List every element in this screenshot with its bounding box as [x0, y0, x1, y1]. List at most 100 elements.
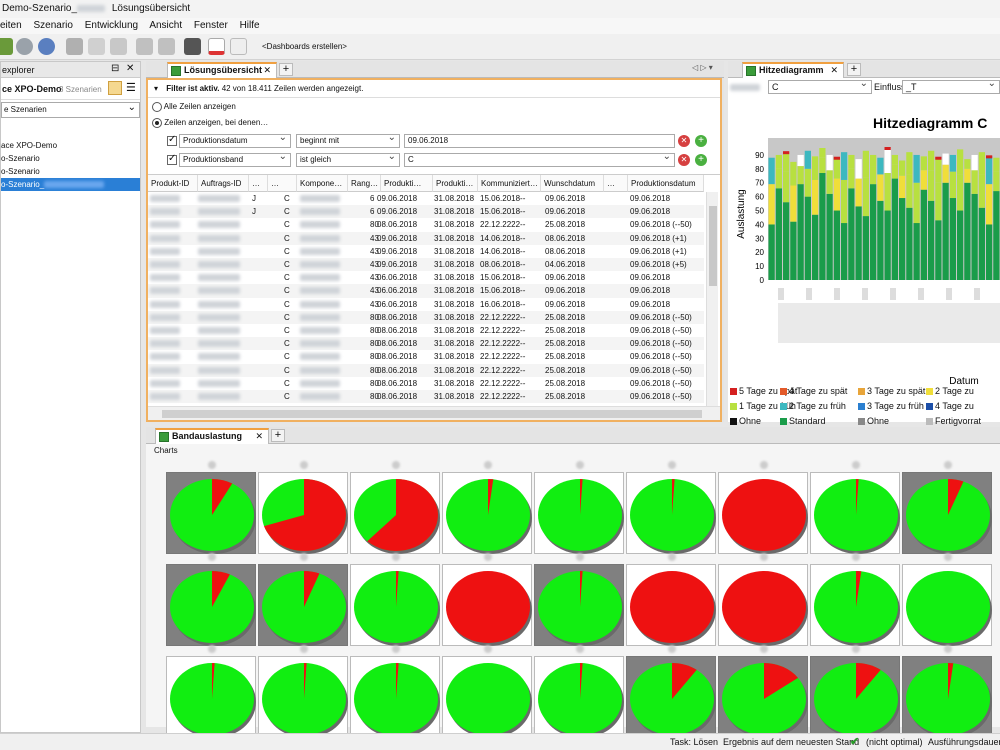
- pie-chart[interactable]: [442, 553, 532, 646]
- column-header[interactable]: Wunschdatum: [541, 175, 604, 192]
- pie-chart[interactable]: [810, 645, 900, 738]
- gear-icon[interactable]: [16, 38, 33, 55]
- pie-chart[interactable]: [258, 645, 348, 738]
- table-scroll-thumb[interactable]: [709, 206, 717, 286]
- pie-chart[interactable]: [534, 553, 624, 646]
- pie-chart[interactable]: [902, 461, 992, 554]
- column-header[interactable]: Produkt-ID: [148, 175, 198, 192]
- table-row[interactable]: C 80 08.06.2018 31.08.2018 22.12.2222-- 25.08…: [148, 377, 704, 390]
- tab-hitzediagramm[interactable]: Hitzediagramm ✕: [742, 62, 844, 78]
- add-tab-button[interactable]: +: [271, 429, 285, 442]
- menu-ansicht[interactable]: Ansicht: [149, 20, 183, 31]
- export-icon[interactable]: [230, 38, 247, 55]
- column-header[interactable]: Produktionsdatum: [628, 175, 704, 192]
- table-row[interactable]: J C 6 09.06.2018 31.08.2018 15.06.2018-- 09.06…: [148, 205, 704, 219]
- run-icon[interactable]: [0, 38, 13, 55]
- add-condition-icon[interactable]: +: [695, 154, 707, 166]
- tab-nav-icon[interactable]: ◁ ▷ ▾: [692, 63, 713, 72]
- pie-chart[interactable]: [442, 645, 532, 738]
- table-row[interactable]: C 80 08.06.2018 31.08.2018 22.12.2222-- 25.08…: [148, 363, 704, 377]
- condition-2-field[interactable]: Produktionsband: [179, 153, 291, 167]
- dashboards-button[interactable]: <Dashboards erstellen>: [262, 42, 347, 51]
- pie-chart[interactable]: [718, 461, 808, 554]
- table-row[interactable]: J C 6 09.06.2018 31.08.2018 15.06.2018-- 09.06…: [148, 192, 704, 205]
- table-row[interactable]: C 80 08.06.2018 31.08.2018 22.12.2222-- 25.08…: [148, 350, 704, 363]
- column-header[interactable]: Kompone…: [297, 175, 348, 192]
- column-header[interactable]: …: [604, 175, 628, 192]
- table-row[interactable]: C 43 09.06.2018 31.08.2018 08.06.2018-- 04.06…: [148, 258, 704, 272]
- filter-header[interactable]: ▾ Filter ist aktiv. 42 von 18.411 Zeilen…: [148, 80, 720, 98]
- pie-chart[interactable]: [902, 645, 992, 738]
- table-row[interactable]: C 80 08.06.2018 31.08.2018 22.12.2222-- 25.08…: [148, 310, 704, 324]
- table-scrollbar[interactable]: [706, 192, 718, 406]
- condition-1-field[interactable]: Produktionsdatum: [179, 134, 291, 148]
- tree-item-scenario-selected[interactable]: o-Szenario_: [1, 178, 140, 191]
- collapse-icon[interactable]: ▾: [154, 84, 159, 93]
- menu-lines-icon[interactable]: ☰: [126, 82, 136, 94]
- radio-filter-icon[interactable]: [152, 118, 162, 128]
- tab-bandauslastung[interactable]: Bandauslastung ✕: [155, 428, 269, 444]
- add-tab-button[interactable]: +: [847, 63, 861, 76]
- condition-1-operator[interactable]: beginnt mit: [296, 134, 400, 148]
- table-row[interactable]: C 43 09.06.2018 31.08.2018 14.06.2018-- 08.06…: [148, 245, 704, 258]
- pie-chart[interactable]: [258, 461, 348, 554]
- menu-hilfe[interactable]: Hilfe: [239, 20, 260, 31]
- table-row[interactable]: C 43 06.06.2018 31.08.2018 16.06.2018-- 09.06…: [148, 298, 704, 311]
- pie-chart[interactable]: [626, 645, 716, 738]
- condition-2-value[interactable]: C: [404, 153, 675, 167]
- einfluss-select[interactable]: _T: [902, 80, 1000, 94]
- column-header[interactable]: Kommuniziert…: [478, 175, 541, 192]
- pie-chart[interactable]: [166, 461, 256, 554]
- table-row[interactable]: C 43 06.06.2018 31.08.2018 15.06.2018-- 09.06…: [148, 271, 704, 284]
- column-header[interactable]: Auftrags-ID: [198, 175, 249, 192]
- pie-chart[interactable]: [810, 553, 900, 646]
- paste-icon[interactable]: [110, 38, 127, 55]
- cut-icon[interactable]: [66, 38, 83, 55]
- scenario-filter-select[interactable]: e Szenarien ⌄: [1, 102, 140, 118]
- radio-all-rows[interactable]: Alle Zeilen anzeigen: [152, 102, 236, 112]
- menu-fenster[interactable]: Fenster: [193, 20, 228, 31]
- tree-item-workspace[interactable]: ace XPO-Demo: [1, 141, 58, 150]
- band-select[interactable]: C: [768, 80, 872, 94]
- condition-1-value[interactable]: 09.06.2018: [404, 134, 675, 148]
- add-condition-icon[interactable]: +: [695, 135, 707, 147]
- pie-chart[interactable]: [718, 553, 808, 646]
- pin-icon[interactable]: ⊟: [111, 63, 120, 74]
- menu-bearbeiten[interactable]: eiten: [0, 20, 22, 31]
- pie-chart[interactable]: [534, 645, 624, 738]
- pie-chart[interactable]: [350, 461, 440, 554]
- condition-1-checkbox[interactable]: [167, 134, 177, 146]
- menu-entwicklung[interactable]: Entwicklung: [84, 20, 139, 31]
- remove-condition-icon[interactable]: ✕: [678, 154, 690, 166]
- table-row[interactable]: C 80 08.06.2018 31.08.2018 22.12.2222-- 25.08…: [148, 337, 704, 351]
- pie-chart[interactable]: [350, 645, 440, 738]
- table-hscrollbar[interactable]: [148, 406, 720, 420]
- dashboard-icon[interactable]: [208, 38, 225, 55]
- radio-filter-rows[interactable]: Zeilen anzeigen, bei denen…: [152, 118, 268, 128]
- table-row[interactable]: C 80 08.06.2018 31.08.2018 22.12.2222-- 25.08…: [148, 390, 704, 404]
- table-row[interactable]: C 43 09.06.2018 31.08.2018 14.06.2018-- 08.06…: [148, 231, 704, 245]
- undo-icon[interactable]: [136, 38, 153, 55]
- pie-chart[interactable]: [534, 461, 624, 554]
- close-icon[interactable]: ✕: [263, 65, 271, 75]
- pie-chart[interactable]: [810, 461, 900, 554]
- close-icon[interactable]: ✕: [126, 63, 135, 74]
- radio-all-icon[interactable]: [152, 102, 162, 112]
- table-row[interactable]: C 80 08.06.2018 31.08.2018 22.12.2222-- 25.08…: [148, 218, 704, 231]
- tab-loesungsuebersicht[interactable]: Lösungsübersicht ✕: [167, 62, 277, 78]
- column-header[interactable]: Produkti…: [381, 175, 433, 192]
- column-header[interactable]: …: [249, 175, 268, 192]
- add-tab-button[interactable]: +: [279, 63, 293, 76]
- menu-szenario[interactable]: Szenario: [33, 20, 73, 31]
- list-view-icon[interactable]: [108, 81, 122, 95]
- pie-chart[interactable]: [350, 553, 440, 646]
- pie-chart[interactable]: [166, 553, 256, 646]
- tree-item-scenario-2[interactable]: o-Szenario: [1, 167, 40, 176]
- link-icon[interactable]: [38, 38, 55, 55]
- column-header[interactable]: Rang…: [348, 175, 381, 192]
- pie-chart[interactable]: [902, 553, 992, 646]
- table-hscroll-thumb[interactable]: [162, 410, 702, 418]
- pie-chart[interactable]: [166, 645, 256, 738]
- table-row[interactable]: C 43 06.06.2018 31.08.2018 15.06.2018-- 09.06…: [148, 284, 704, 298]
- condition-2-checkbox[interactable]: [167, 153, 177, 165]
